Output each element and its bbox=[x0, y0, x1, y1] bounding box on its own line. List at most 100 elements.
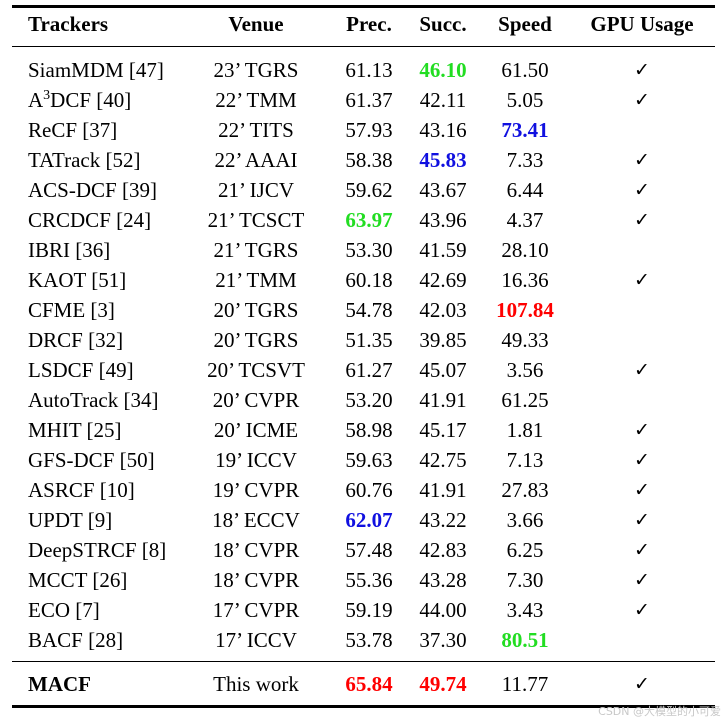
table-row: ACS-DCF [39] 21’ IJCV 59.62 43.67 6.44 ✓ bbox=[12, 175, 715, 205]
header-venue: Venue bbox=[228, 12, 284, 36]
tracker-name: ECO [7] bbox=[28, 598, 100, 622]
venue-cell: 22’ TITS bbox=[218, 118, 294, 142]
table-row: MCCT [26] 18’ CVPR 55.36 43.28 7.30 ✓ bbox=[12, 565, 715, 595]
tracker-name: BACF [28] bbox=[28, 628, 124, 652]
tracker-name: CRCDCF [24] bbox=[28, 208, 152, 232]
header-trackers: Trackers bbox=[28, 12, 109, 36]
table-row: DeepSTRCF [8] 18’ CVPR 57.48 42.83 6.25 ✓ bbox=[12, 535, 715, 565]
speed-cell: 49.33 bbox=[501, 328, 549, 352]
gpu-check: ✓ bbox=[634, 539, 650, 561]
table-row: CFME [3] 20’ TGRS 54.78 42.03 107.84 bbox=[12, 295, 715, 325]
prec-cell: 61.13 bbox=[345, 58, 393, 82]
tracker-name: MCCT [26] bbox=[28, 568, 128, 592]
gpu-check: ✓ bbox=[634, 449, 650, 471]
table-row: IBRI [36] 21’ TGRS 53.30 41.59 28.10 bbox=[12, 235, 715, 265]
header-prec: Prec. bbox=[346, 12, 392, 36]
speed-cell: 4.37 bbox=[506, 208, 544, 232]
venue-cell: 20’ TCSVT bbox=[207, 358, 305, 382]
speed-cell: 61.25 bbox=[501, 388, 549, 412]
venue-cell: 21’ TCSCT bbox=[207, 208, 305, 232]
watermark: CSDN @大模型的小可爱 bbox=[598, 705, 721, 718]
venue-cell: 23’ TGRS bbox=[213, 58, 299, 82]
succ-cell: 42.11 bbox=[419, 88, 467, 112]
prec-cell: 53.20 bbox=[345, 388, 393, 412]
speed-cell: 107.84 bbox=[496, 298, 554, 322]
succ-cell: 43.96 bbox=[419, 208, 467, 232]
table-row: SiamMDM [47] 23’ TGRS 61.13 46.10 61.50 ✓ bbox=[12, 55, 715, 85]
gpu-check: ✓ bbox=[634, 89, 650, 111]
table-row: A3DCF [40] 22’ TMM 61.37 42.11 5.05 ✓ bbox=[12, 85, 715, 115]
venue-cell: 20’ CVPR bbox=[212, 388, 300, 412]
gpu-check bbox=[572, 325, 712, 355]
speed-cell: 3.56 bbox=[506, 358, 544, 382]
final-gpu-check: ✓ bbox=[634, 673, 650, 695]
table-row: GFS-DCF [50] 19’ ICCV 59.63 42.75 7.13 ✓ bbox=[12, 445, 715, 475]
final-venue: This work bbox=[213, 672, 299, 696]
prec-cell: 51.35 bbox=[345, 328, 393, 352]
venue-cell: 18’ ECCV bbox=[212, 508, 300, 532]
tracker-name: KAOT [51] bbox=[28, 268, 127, 292]
speed-cell: 6.25 bbox=[506, 538, 544, 562]
gpu-check: ✓ bbox=[634, 569, 650, 591]
gpu-check: ✓ bbox=[634, 419, 650, 441]
tracker-name: ASRCF [10] bbox=[28, 478, 135, 502]
tracker-name: LSDCF [49] bbox=[28, 358, 134, 382]
prec-cell: 59.62 bbox=[345, 178, 393, 202]
speed-cell: 27.83 bbox=[501, 478, 549, 502]
speed-cell: 73.41 bbox=[501, 118, 549, 142]
table-row: MHIT [25] 20’ ICME 58.98 45.17 1.81 ✓ bbox=[12, 415, 715, 445]
header-succ: Succ. bbox=[419, 12, 467, 36]
gpu-check bbox=[572, 385, 712, 415]
succ-cell: 43.16 bbox=[419, 118, 467, 142]
succ-cell: 42.03 bbox=[419, 298, 467, 322]
final-speed: 11.77 bbox=[501, 672, 549, 696]
table-row: UPDT [9] 18’ ECCV 62.07 43.22 3.66 ✓ bbox=[12, 505, 715, 535]
speed-cell: 3.66 bbox=[506, 508, 544, 532]
header-rule bbox=[12, 46, 715, 47]
venue-cell: 21’ TGRS bbox=[213, 238, 299, 262]
tracker-name-suffix: DCF [40] bbox=[50, 88, 132, 112]
succ-cell: 46.10 bbox=[419, 58, 467, 82]
tracker-name: IBRI [36] bbox=[28, 238, 111, 262]
speed-cell: 3.43 bbox=[506, 598, 544, 622]
venue-cell: 21’ TMM bbox=[215, 268, 297, 292]
prec-cell: 55.36 bbox=[345, 568, 393, 592]
speed-cell: 16.36 bbox=[501, 268, 549, 292]
gpu-check bbox=[572, 235, 712, 265]
venue-cell: 18’ CVPR bbox=[212, 538, 300, 562]
succ-cell: 43.22 bbox=[419, 508, 467, 532]
tracker-name: A3DCF [40] bbox=[28, 85, 131, 115]
speed-cell: 61.50 bbox=[501, 58, 549, 82]
header-row: Trackers Venue Prec. Succ. Speed GPU Usa… bbox=[12, 9, 715, 39]
venue-cell: 21’ IJCV bbox=[217, 178, 295, 202]
table-row: ASRCF [10] 19’ CVPR 60.76 41.91 27.83 ✓ bbox=[12, 475, 715, 505]
gpu-check: ✓ bbox=[634, 209, 650, 231]
header-speed: Speed bbox=[498, 12, 552, 36]
tracker-name: ACS-DCF [39] bbox=[28, 178, 157, 202]
succ-cell: 41.59 bbox=[419, 238, 467, 262]
tracker-name: CFME [3] bbox=[28, 298, 115, 322]
venue-cell: 17’ CVPR bbox=[212, 598, 300, 622]
tracker-name: GFS-DCF [50] bbox=[28, 448, 155, 472]
tracker-name: DRCF [32] bbox=[28, 328, 124, 352]
prec-cell: 53.78 bbox=[345, 628, 393, 652]
venue-cell: 20’ TGRS bbox=[213, 298, 299, 322]
succ-cell: 42.83 bbox=[419, 538, 467, 562]
final-tracker-name: MACF bbox=[28, 672, 91, 696]
succ-cell: 43.28 bbox=[419, 568, 467, 592]
gpu-check: ✓ bbox=[634, 269, 650, 291]
prec-cell: 59.19 bbox=[345, 598, 393, 622]
venue-cell: 22’ TMM bbox=[215, 88, 297, 112]
succ-cell: 41.91 bbox=[419, 478, 467, 502]
table-row: LSDCF [49] 20’ TCSVT 61.27 45.07 3.56 ✓ bbox=[12, 355, 715, 385]
tracker-name-superscript: 3 bbox=[43, 88, 51, 103]
prec-cell: 61.37 bbox=[345, 88, 393, 112]
prec-cell: 54.78 bbox=[345, 298, 393, 322]
prec-cell: 63.97 bbox=[345, 208, 393, 232]
gpu-check bbox=[572, 625, 712, 655]
succ-cell: 39.85 bbox=[419, 328, 467, 352]
speed-cell: 5.05 bbox=[506, 88, 544, 112]
bottom-rule bbox=[12, 705, 715, 708]
gpu-check: ✓ bbox=[634, 599, 650, 621]
top-rule bbox=[12, 5, 715, 8]
